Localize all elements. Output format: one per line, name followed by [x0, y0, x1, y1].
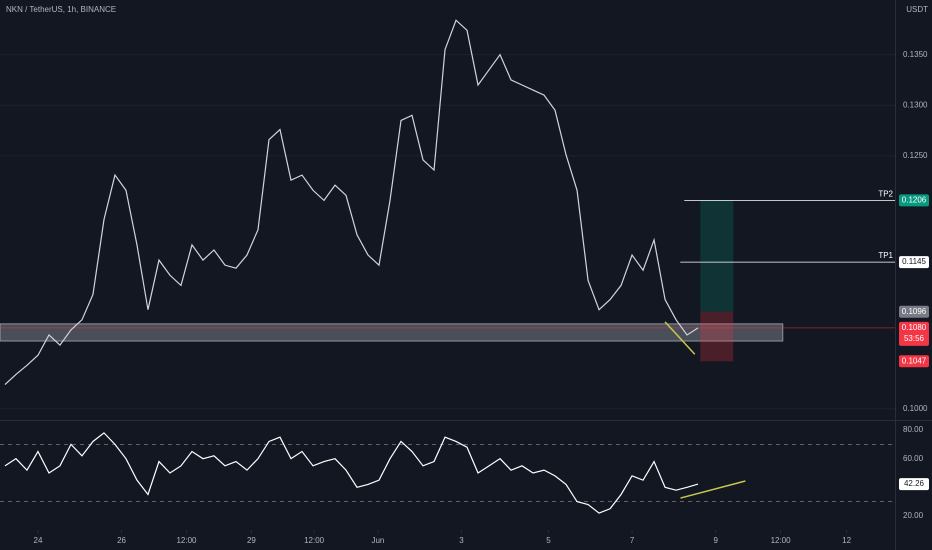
y-tick-label: 0.1350 — [903, 50, 928, 59]
target-label: TP2 — [878, 189, 893, 198]
x-tick-label: 12:00 — [771, 536, 792, 545]
countdown: 53:56 — [904, 334, 925, 343]
price-label: 0.1206 — [902, 195, 927, 204]
symbol-title: NKN / TetherUS, 1h, BINANCE — [6, 5, 116, 14]
x-tick-label: 12:00 — [176, 536, 197, 545]
x-tick-label: 24 — [34, 536, 43, 545]
y-tick-label: 20.00 — [903, 511, 924, 520]
loss-box — [700, 311, 734, 362]
y-tick-label: 0.1000 — [903, 404, 928, 413]
price-label-box — [899, 321, 929, 346]
y-tick-label: 0.1300 — [903, 100, 928, 109]
last-value-label: 42.26 — [904, 479, 925, 488]
x-tick-label: 9 — [713, 536, 718, 545]
price-label-box — [899, 355, 929, 368]
x-tick-label: 12 — [842, 536, 851, 545]
trend-line — [664, 321, 696, 355]
y-tick-label: 60.00 — [903, 454, 924, 463]
line-series — [4, 432, 699, 514]
price-label: 0.1080 — [902, 323, 927, 332]
x-tick-label: 26 — [117, 536, 126, 545]
x-tick-label: 3 — [459, 536, 464, 545]
price-label-box — [899, 256, 929, 269]
currency: USDT — [906, 5, 928, 14]
y-tick-label: 80.00 — [903, 425, 924, 434]
last-value-box — [899, 478, 929, 491]
y-tick-label: 0.1250 — [903, 151, 928, 160]
x-tick-label: 29 — [247, 536, 256, 545]
line-series — [4, 19, 699, 386]
profit-box — [700, 200, 734, 312]
trend-line — [680, 480, 746, 499]
price-label: 0.1096 — [902, 307, 927, 316]
x-tick-label: Jun — [371, 536, 384, 545]
support-zone — [0, 323, 784, 342]
price-label-box — [899, 305, 929, 318]
x-tick-label: 12:00 — [304, 536, 325, 545]
x-tick-label: 5 — [546, 536, 551, 545]
price-label-box — [899, 194, 929, 207]
price-label: 0.1145 — [902, 257, 926, 266]
price-label: 0.1047 — [902, 356, 927, 365]
target-label: TP1 — [878, 251, 893, 260]
x-tick-label: 7 — [630, 536, 635, 545]
